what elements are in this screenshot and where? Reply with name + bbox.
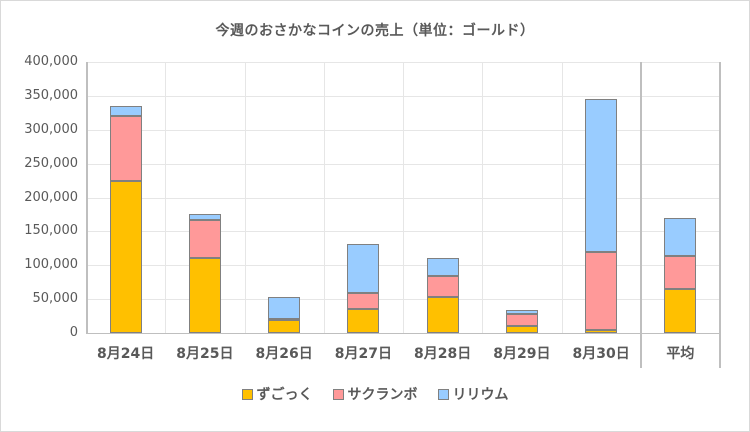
legend-item: サクランボ (332, 384, 418, 404)
bar-segment (268, 319, 301, 333)
bar-segment (585, 251, 618, 330)
bar-segment (347, 293, 380, 309)
x-tick-label: 8月29日 (493, 346, 551, 362)
legend-label: サクランボ (347, 387, 418, 403)
x-tick-label: 平均 (666, 346, 695, 362)
x-axis-line (86, 333, 720, 334)
gridline-vertical (562, 62, 563, 333)
legend: ずごっく サクランボ リリウム (0, 384, 750, 404)
bar-segment (109, 106, 142, 117)
legend-item: ずごっく (241, 384, 313, 404)
chart-title: 今週のおさかなコインの売上（単位：ゴールド） (215, 23, 535, 39)
bar-segment (268, 297, 301, 319)
y-tick-label: 400,000 (24, 54, 78, 69)
gridline-vertical (165, 62, 166, 333)
legend-swatch-icon (332, 388, 344, 400)
gridline-vertical (245, 62, 246, 333)
y-tick-label: 50,000 (32, 291, 79, 307)
bar-segment (505, 309, 538, 315)
bar-segment (347, 308, 380, 333)
y-axis-line (86, 62, 88, 334)
gridline-vertical (482, 62, 483, 333)
bar-segment (109, 180, 142, 333)
y-tick-label: 100,000 (24, 257, 78, 273)
bar-segment (188, 258, 221, 333)
bar-segment (664, 288, 697, 333)
bar-segment (505, 326, 538, 333)
bar-segment (664, 255, 697, 289)
plot-right-border (719, 62, 721, 368)
bar-segment (188, 213, 221, 220)
y-tick-label: 350,000 (24, 87, 78, 103)
x-tick-label: 8月30日 (572, 346, 630, 362)
y-tick-label: 0 (69, 325, 78, 340)
gridline-vertical (324, 62, 325, 333)
bar-segment (426, 258, 459, 277)
x-tick-label: 8月27日 (334, 346, 392, 362)
plot-area (86, 62, 720, 333)
bar-segment (585, 99, 618, 252)
y-tick-label: 300,000 (24, 121, 78, 137)
average-separator-line (640, 62, 642, 368)
y-tick-label: 150,000 (24, 223, 78, 239)
bar-segment (426, 276, 459, 298)
bar-segment (664, 218, 697, 256)
bar-segment (505, 314, 538, 327)
bar-segment (268, 318, 301, 321)
legend-label: リリウム (452, 387, 509, 403)
bar-segment (347, 243, 380, 294)
legend-swatch-icon (241, 388, 253, 400)
legend-label: ずごっく (256, 387, 313, 403)
x-tick-label: 8月25日 (176, 346, 234, 362)
bar-segment (426, 297, 459, 333)
x-tick-label: 8月26日 (255, 346, 313, 362)
x-tick-label: 8月28日 (414, 346, 472, 362)
bar-segment (585, 329, 618, 333)
legend-swatch-icon (437, 388, 449, 400)
legend-item: リリウム (437, 384, 509, 404)
y-tick-label: 200,000 (24, 189, 78, 205)
y-tick-label: 250,000 (24, 155, 78, 171)
bar-segment (109, 116, 142, 181)
x-tick-label: 8月24日 (97, 346, 155, 362)
bar-segment (188, 219, 221, 259)
gridline-vertical (403, 62, 404, 333)
